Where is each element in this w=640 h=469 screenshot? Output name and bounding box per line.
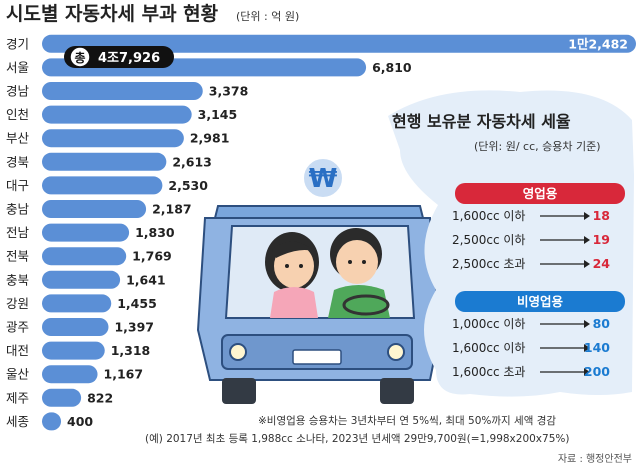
commercial-row-value: 19: [593, 232, 610, 247]
bar: [42, 341, 105, 360]
bar-value-label: 1,641: [126, 272, 166, 287]
bar: [42, 152, 167, 171]
bar-value-label: 6,810: [372, 60, 412, 75]
bar: [42, 294, 112, 313]
note-line-2: (예) 2017년 최초 등록 1,988cc 소나타, 2023년 년세액 2…: [145, 432, 569, 445]
total-badge-label: 총: [74, 50, 85, 65]
noncommercial-row-value: 200: [584, 364, 610, 379]
license-plate: [292, 349, 342, 365]
bar-value-label: 1,167: [104, 367, 144, 382]
bar: [42, 412, 62, 431]
bar: [42, 365, 98, 384]
category-label: 충북: [6, 272, 29, 287]
bar: [42, 270, 121, 289]
chart-title: 시도별 자동차세 부과 현황: [6, 2, 219, 25]
bar: [42, 388, 82, 407]
bar: [42, 105, 192, 124]
bars-group: 경기 1만2,482 서울 6,810 경남 3,378 인천 3,145 부산 2,981 경북 2…: [6, 34, 636, 431]
bar-value-label: 2,613: [172, 154, 212, 169]
bar-value-label: 822: [87, 390, 113, 405]
category-label: 경북: [6, 154, 29, 169]
category-label: 경기: [6, 36, 29, 51]
category-label: 제주: [6, 390, 29, 405]
category-label: 광주: [6, 320, 29, 335]
bar-value-label: 2,981: [190, 131, 230, 146]
category-label: 전남: [6, 225, 30, 240]
commercial-row-label: 2,500cc 초과: [452, 257, 525, 271]
commercial-header-pill: [455, 183, 625, 204]
headlight-left: [229, 343, 247, 361]
bar-value-label: 3,145: [198, 107, 238, 122]
bar: [42, 34, 636, 53]
noncommercial-row-label: 1,600cc 이하: [452, 341, 525, 355]
won-coin-icon: [302, 157, 344, 199]
arrow-head-icon: [584, 212, 590, 220]
bar: [42, 247, 127, 266]
commercial-rows: 1,600cc 이하 18 2,500cc 이하 19 2,500cc 초과 24: [452, 208, 610, 271]
noncommercial-header: 비영업용: [517, 294, 564, 309]
category-label: 전북: [6, 249, 29, 264]
category-label: 충남: [6, 202, 30, 217]
commercial-row-label: 2,500cc 이하: [452, 233, 525, 247]
bar: [42, 176, 163, 195]
arrow-head-icon: [584, 260, 590, 268]
note-line-1: ※비영업용 승용차는 3년차부터 연 5%씩, 최대 50%까지 세액 경감: [258, 414, 556, 427]
bar: [42, 223, 130, 242]
arrow-head-icon: [584, 344, 590, 352]
category-label: 경남: [6, 84, 30, 99]
tax-panel-title: 현행 보유분 자동차세 세율: [392, 112, 571, 131]
commercial-row-value: 18: [593, 208, 610, 223]
bar-value-label: 1,769: [132, 249, 172, 264]
bar-value-label: 3,378: [209, 84, 249, 99]
category-label: 울산: [6, 367, 30, 382]
category-label: 강원: [6, 296, 29, 311]
commercial-header: 영업용: [523, 186, 558, 201]
bar: [42, 129, 184, 148]
noncommercial-row-label: 1,600cc 초과: [452, 365, 525, 379]
category-label: 대구: [6, 178, 29, 193]
total-badge-value: 4조7,926: [98, 51, 160, 66]
bar: [42, 82, 203, 100]
bar-value-label: 2,187: [152, 202, 192, 217]
noncommercial-header-pill: [455, 291, 625, 312]
arrow-head-icon: [584, 236, 590, 244]
car-illustration: ₩: [196, 157, 442, 404]
chart-unit-label: (단위 : 억 원): [236, 10, 299, 23]
noncommercial-row-value: 80: [593, 316, 611, 331]
category-label: 인천: [6, 107, 29, 122]
noncommercial-row-value: 140: [584, 340, 610, 355]
steering-wheel: [342, 294, 390, 316]
category-label: 서울: [6, 60, 29, 75]
headlight-right: [387, 343, 405, 361]
category-label: 부산: [6, 131, 30, 146]
total-badge: 총 4조7,926: [64, 46, 174, 68]
bar: [42, 318, 109, 336]
noncommercial-row-label: 1,000cc 이하: [452, 317, 525, 331]
bar-value-label: 1,318: [111, 343, 151, 358]
won-symbol: ₩: [309, 164, 338, 194]
bar-value-label: 400: [67, 414, 93, 429]
bar-value-label: 1,830: [135, 225, 175, 240]
bar-value-label: 1,455: [117, 296, 157, 311]
tax-panel: 현행 보유분 자동차세 세율 (단위: 원/ cc, 승용차 기준) 영업용 1…: [388, 90, 634, 397]
category-label: 대전: [6, 343, 29, 358]
bar-value-label: 1,397: [114, 320, 154, 335]
bar-value-label: 2,530: [168, 178, 208, 193]
arrow-head-icon: [584, 368, 590, 376]
source-label: 자료 : 행정안전부: [558, 453, 632, 465]
commercial-row-value: 24: [593, 256, 611, 271]
arrow-head-icon: [584, 320, 590, 328]
commercial-row-label: 1,600cc 이하: [452, 209, 525, 223]
tax-panel-unit: (단위: 원/ cc, 승용차 기준): [474, 140, 601, 153]
bar-value-label: 1만2,482: [568, 36, 628, 51]
noncommercial-rows: 1,000cc 이하 80 1,600cc 이하 140 1,600cc 초과 200: [452, 316, 610, 379]
bar: [42, 200, 147, 218]
category-label: 세종: [6, 414, 29, 429]
